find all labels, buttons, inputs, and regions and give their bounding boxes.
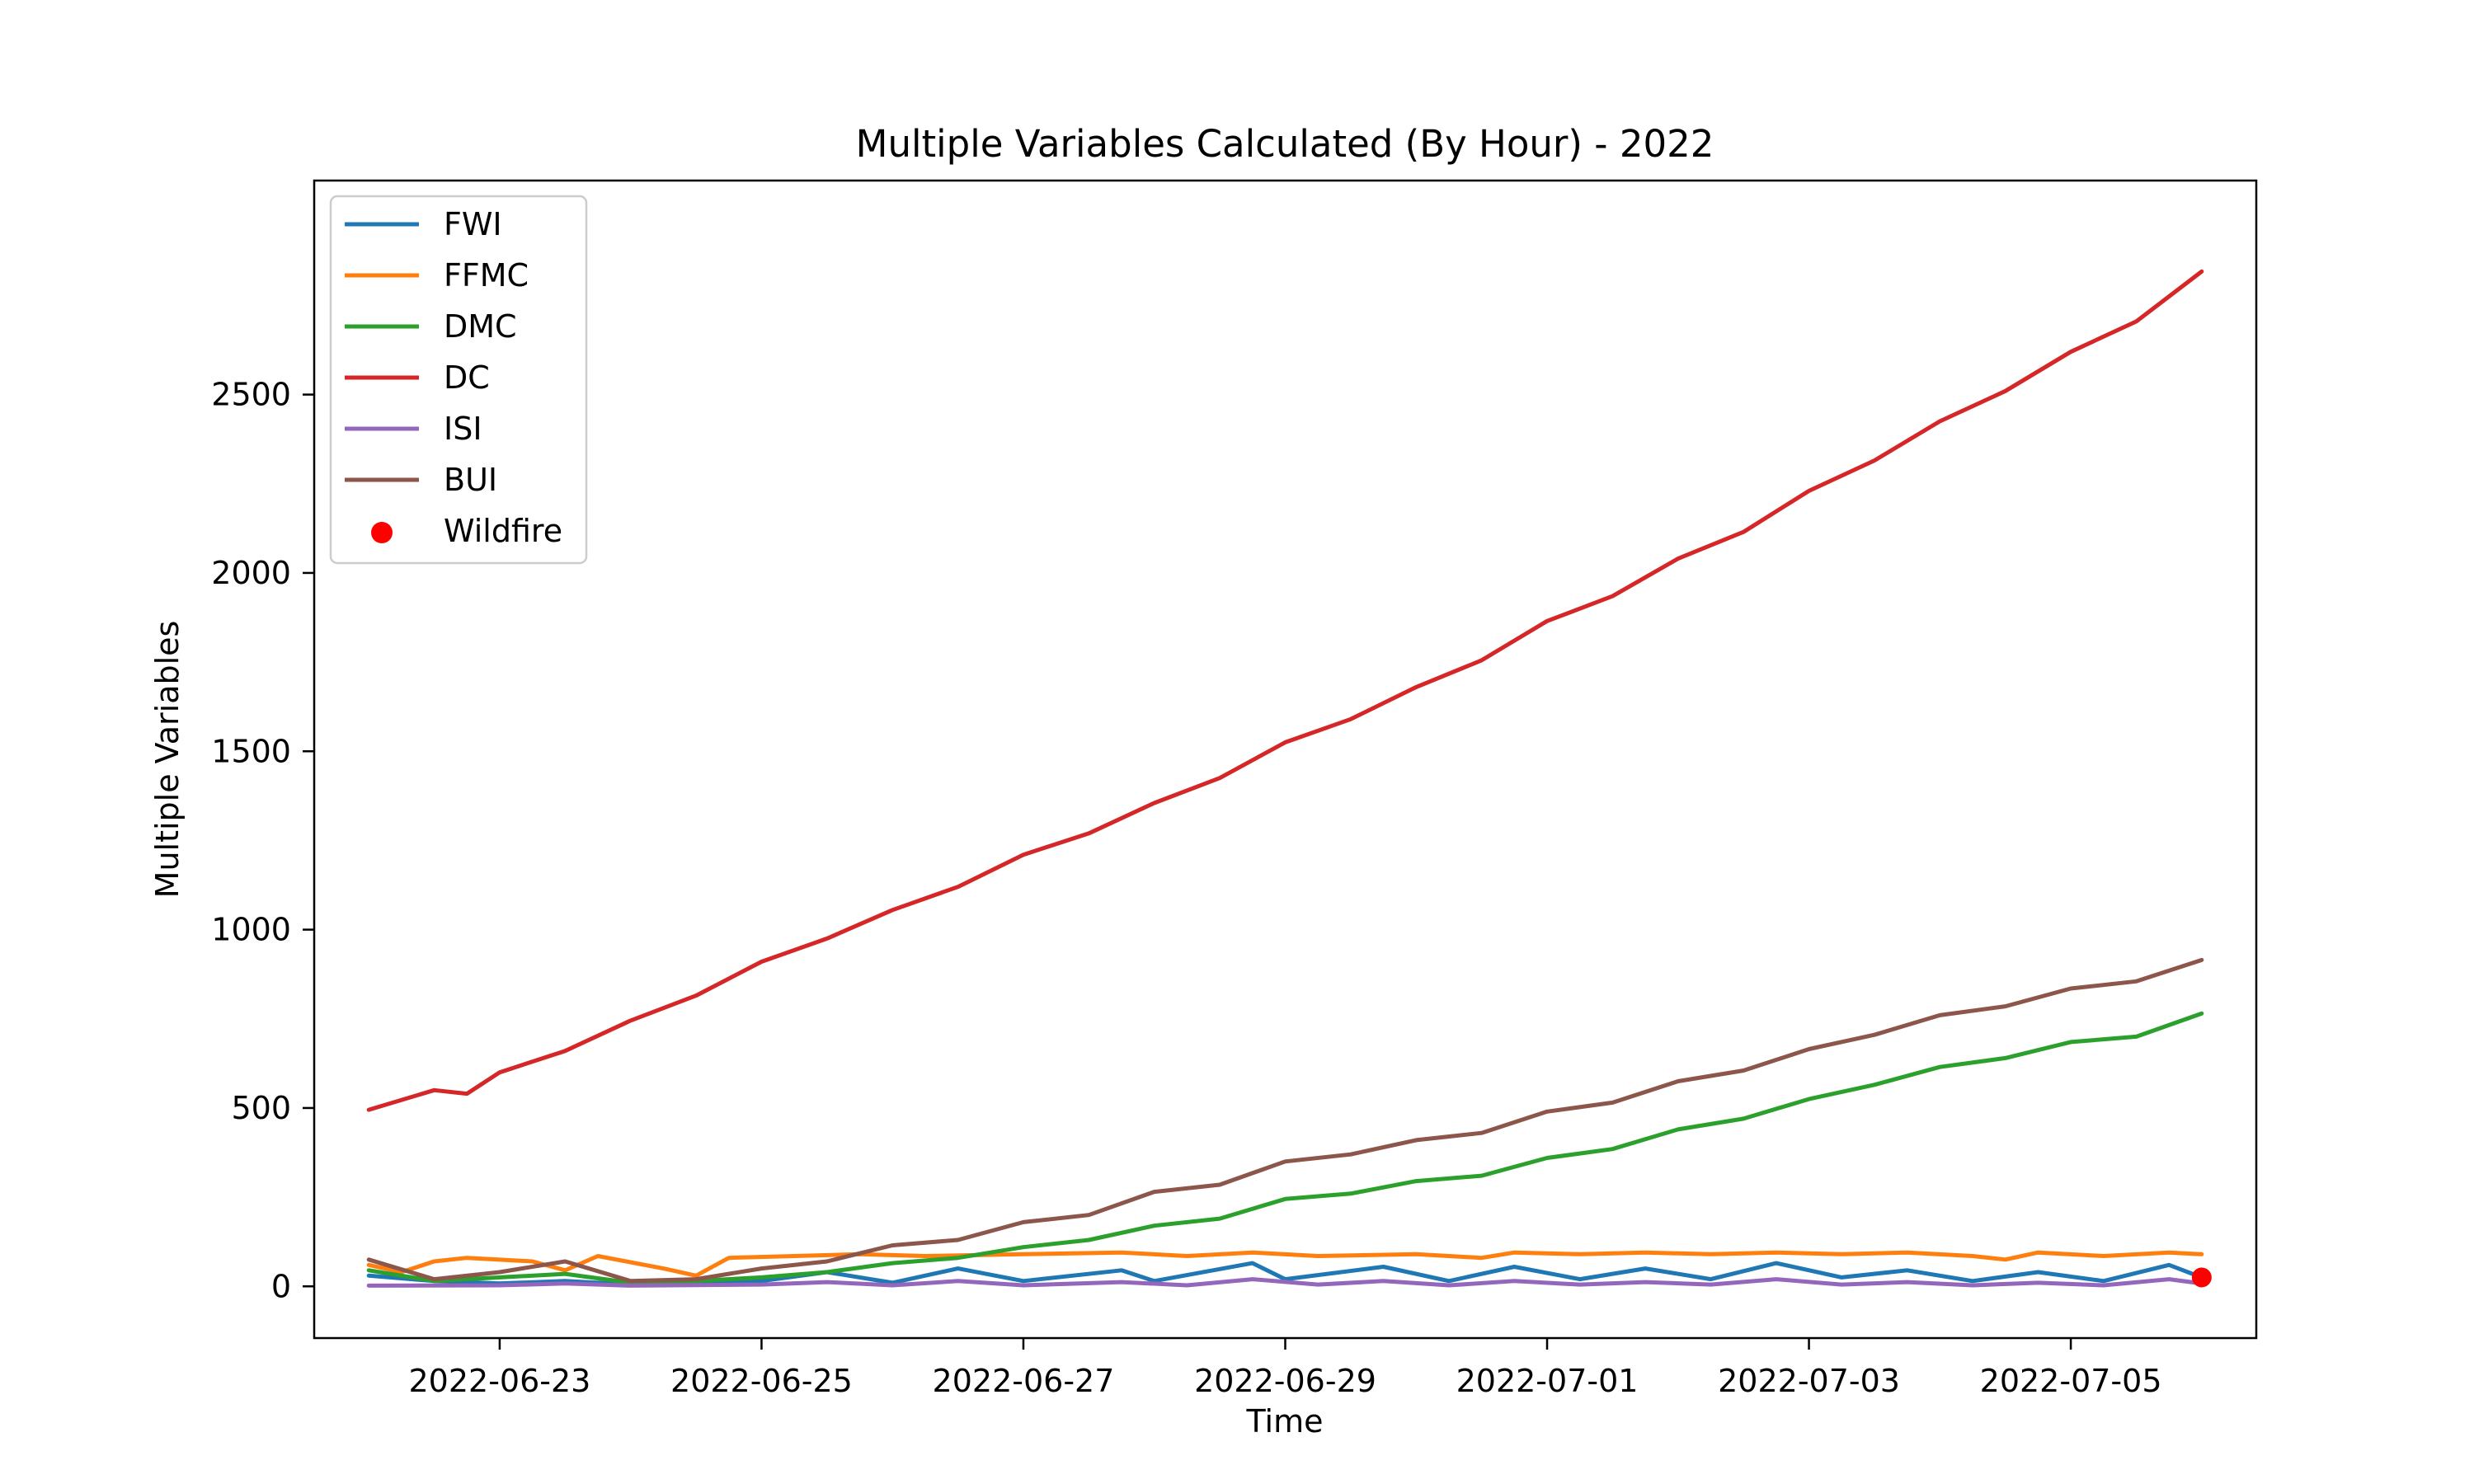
series-line-isi — [366, 1277, 2204, 1288]
x-axis: 2022-06-23 2022-06-25 2022-06-27 2022-06-29… — [408, 1338, 2162, 1399]
legend-item-dc: DC — [345, 359, 490, 396]
series-line-bui — [366, 957, 2204, 1284]
series-line-dc — [366, 269, 2204, 1112]
y-tick-label: 500 — [231, 1090, 291, 1126]
y-tick-label: 2500 — [211, 377, 291, 413]
x-tick-label: 2022-06-25 — [670, 1363, 853, 1399]
legend-swatch — [371, 522, 393, 543]
plot-frame — [313, 179, 2258, 1340]
legend-label: Wildfire — [444, 513, 562, 549]
legend-item-dmc: DMC — [345, 308, 517, 345]
series-layer — [366, 269, 2204, 1288]
legend-item-isi: ISI — [345, 411, 482, 447]
legend-label: FFMC — [444, 257, 529, 294]
y-tick-label: 2000 — [211, 555, 291, 591]
y-tick-label: 0 — [271, 1268, 291, 1304]
legend-label: BUI — [444, 462, 497, 498]
legend-label: DMC — [444, 308, 517, 345]
marker-layer — [2191, 1267, 2212, 1288]
legend-item-ffmc: FFMC — [345, 257, 529, 294]
x-tick-label: 2022-07-01 — [1456, 1363, 1639, 1399]
legend: FWI FFMC DMC DC ISI BUI Wildfire — [329, 195, 588, 565]
x-axis-label: Time — [1246, 1403, 1324, 1439]
x-tick-label: 2022-06-23 — [408, 1363, 590, 1399]
legend-box — [329, 195, 588, 565]
legend-label: ISI — [444, 411, 482, 447]
legend-item-bui: BUI — [345, 462, 497, 498]
legend-item-wildfire: Wildfire — [371, 513, 562, 549]
chart-title: Multiple Variables Calculated (By Hour) … — [856, 122, 1714, 166]
y-tick-label: 1000 — [211, 912, 291, 948]
y-axis: 0 500 1000 1500 2000 2500 — [211, 377, 314, 1304]
x-tick-label: 2022-07-03 — [1718, 1363, 1900, 1399]
legend-item-fwi: FWI — [345, 206, 502, 242]
x-tick-label: 2022-07-05 — [1980, 1363, 2162, 1399]
marker-wildfire — [2191, 1267, 2212, 1288]
series-line-dmc — [366, 1011, 2204, 1285]
legend-label: FWI — [444, 206, 502, 242]
x-tick-label: 2022-06-27 — [933, 1363, 1115, 1399]
legend-label: DC — [444, 359, 490, 396]
y-axis-label: Multiple Variables — [149, 621, 186, 899]
y-tick-label: 1500 — [211, 733, 291, 769]
x-tick-label: 2022-06-29 — [1194, 1363, 1376, 1399]
